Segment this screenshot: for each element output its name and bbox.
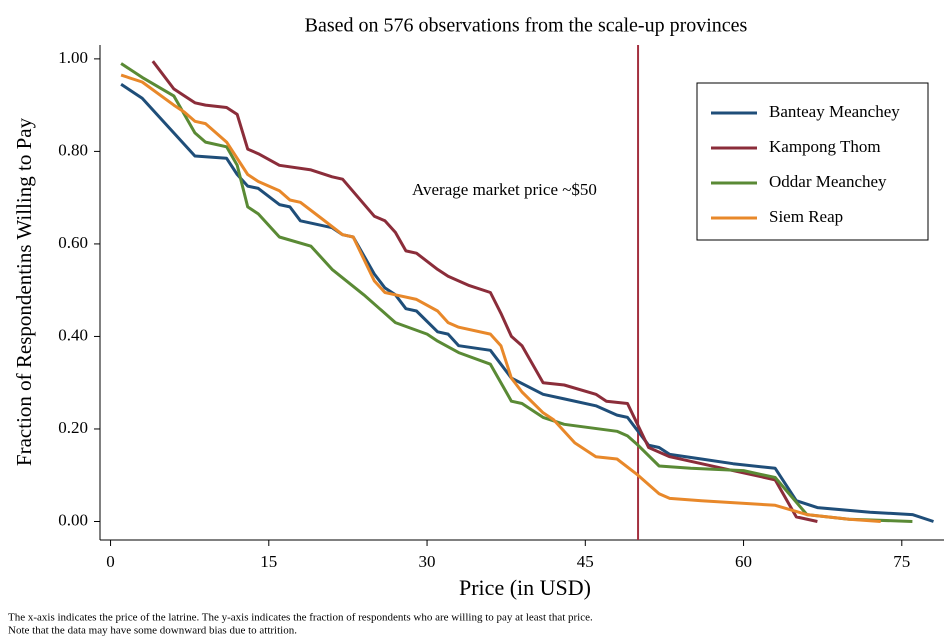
- x-tick-label: 60: [735, 552, 752, 571]
- x-tick-label: 75: [893, 552, 910, 571]
- legend-label: Oddar Meanchey: [769, 172, 887, 191]
- y-tick-label: 0.40: [58, 325, 88, 344]
- x-axis-label: Price (in USD): [459, 575, 591, 600]
- y-tick-label: 1.00: [58, 48, 88, 67]
- x-tick-label: 45: [577, 552, 594, 571]
- annotation: Average market price ~$50: [412, 180, 597, 199]
- footnote: Note that the data may have some downwar…: [8, 625, 297, 637]
- chart-title: Based on 576 observations from the scale…: [305, 15, 748, 37]
- y-tick-label: 0.80: [58, 140, 88, 159]
- data-line: [120, 62, 913, 523]
- x-tick-label: 0: [106, 552, 115, 571]
- x-tick-label: 30: [419, 552, 436, 571]
- legend-label: Banteay Meanchey: [769, 102, 900, 121]
- y-axis-label: Fraction of Respondentins Willing to Pay: [12, 117, 36, 466]
- y-tick-label: 0.20: [58, 418, 88, 437]
- legend-label: Siem Reap: [769, 207, 843, 226]
- data-line: [120, 73, 881, 523]
- data-line: [151, 60, 818, 523]
- y-tick-label: 0.60: [58, 233, 88, 252]
- legend-label: Kampong Thom: [769, 137, 881, 156]
- y-tick-label: 0.00: [58, 510, 88, 529]
- x-tick-label: 15: [260, 552, 277, 571]
- data-line: [120, 83, 934, 523]
- legend-box: [696, 82, 929, 241]
- footnote: The x-axis indicates the price of the la…: [8, 612, 593, 624]
